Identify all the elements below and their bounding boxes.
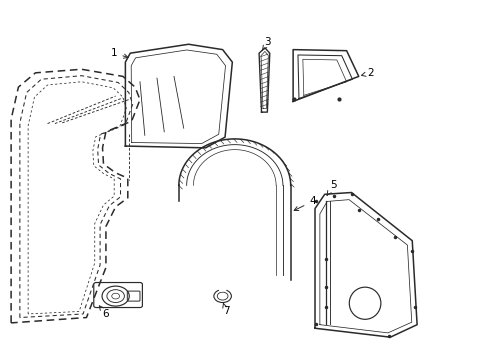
Text: 7: 7 bbox=[222, 303, 229, 316]
Text: 5: 5 bbox=[326, 180, 336, 195]
Text: 2: 2 bbox=[361, 68, 373, 78]
Text: 4: 4 bbox=[294, 197, 315, 211]
Text: 1: 1 bbox=[111, 48, 128, 58]
Text: 6: 6 bbox=[99, 306, 109, 319]
Text: 3: 3 bbox=[262, 37, 271, 50]
